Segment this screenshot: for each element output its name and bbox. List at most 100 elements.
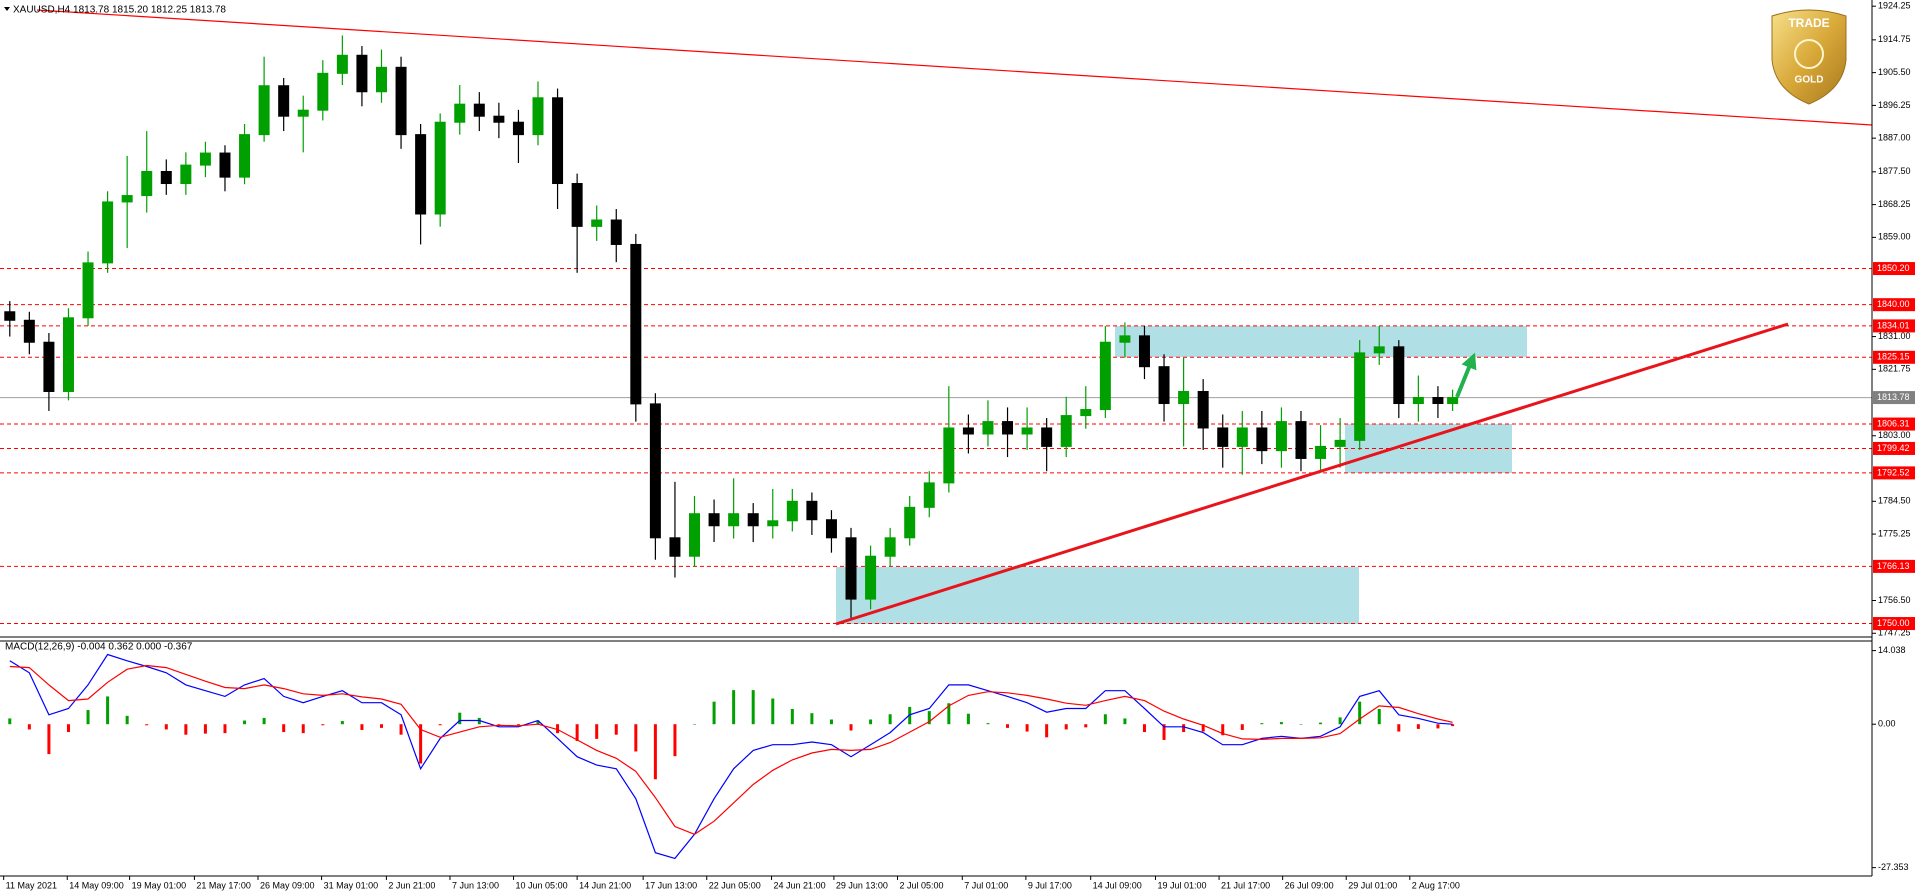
histogram-bar — [595, 724, 599, 739]
histogram-bar — [1084, 724, 1088, 728]
candle-body — [1080, 409, 1092, 417]
histogram-bar — [1319, 722, 1323, 725]
candle-body — [121, 195, 133, 203]
histogram-bar — [1045, 724, 1049, 738]
histogram-bar — [1201, 724, 1205, 732]
candle-body — [786, 500, 798, 522]
candle-body — [82, 262, 94, 319]
x-tick-label: 2 Aug 17:00 — [1412, 880, 1460, 890]
histogram-bar — [419, 724, 423, 764]
x-tick-label: 7 Jun 13:00 — [452, 880, 499, 890]
histogram-bar — [575, 724, 579, 741]
candle-body — [1099, 341, 1111, 411]
candle-body — [434, 121, 446, 215]
histogram-bar — [849, 724, 853, 731]
histogram-bar — [125, 715, 129, 725]
candle-body — [512, 121, 524, 136]
x-tick-label: 2 Jun 21:00 — [388, 880, 435, 890]
histogram-bar — [653, 724, 657, 780]
histogram-bar — [888, 714, 892, 725]
candle-body — [669, 537, 681, 557]
logo: TRADE GOLD — [1771, 9, 1847, 105]
histogram-bar — [1436, 724, 1440, 729]
candle-body — [806, 500, 818, 521]
histogram-bar — [27, 724, 31, 730]
candle-body — [728, 513, 740, 527]
level-label-box — [1873, 298, 1915, 312]
y-tick-label: 1775.25 — [1878, 528, 1911, 538]
arrow — [1455, 352, 1477, 398]
histogram-bar — [1025, 724, 1029, 732]
x-tick-label: 21 Jul 17:00 — [1221, 880, 1270, 890]
zones — [836, 326, 1527, 624]
y-tick-label: 1914.75 — [1878, 34, 1911, 44]
demand-zone — [836, 567, 1359, 624]
candle-body — [689, 513, 701, 557]
candle-body — [1197, 390, 1209, 429]
histogram-bar — [1377, 709, 1381, 725]
candle-body — [1021, 427, 1033, 435]
logo-text: TRADE — [1788, 16, 1829, 30]
candle-body — [845, 537, 857, 600]
level-label-box — [1873, 617, 1915, 631]
histogram-bar — [438, 724, 442, 726]
histogram-bar — [282, 724, 286, 733]
candle-body — [1138, 335, 1150, 368]
histogram-bar — [243, 720, 247, 725]
candle-body — [649, 403, 661, 539]
histogram-bar — [712, 701, 716, 725]
histogram-bar — [1221, 724, 1225, 736]
histogram-bar — [1299, 724, 1303, 725]
indicator-line — [9, 653, 1453, 860]
y-tick-label: 1887.00 — [1878, 133, 1911, 143]
y-tick-label: 1831.00 — [1878, 331, 1911, 341]
candle-body — [297, 109, 309, 117]
candle-body — [1158, 366, 1170, 405]
candle-body — [1217, 427, 1229, 447]
logo-shield — [1771, 9, 1847, 105]
x-tick-label: 14 Jun 21:00 — [579, 880, 631, 890]
candle-body — [141, 170, 153, 197]
histogram-bar — [203, 724, 207, 734]
candle-body — [473, 103, 485, 117]
level-label-box — [1873, 559, 1915, 573]
trendline — [835, 322, 1789, 626]
histogram-bar — [1397, 724, 1401, 732]
y-tick-label: 1877.50 — [1878, 166, 1911, 176]
candle-body — [904, 506, 916, 539]
x-tick-label: 22 Jun 05:00 — [709, 880, 761, 890]
header-toggle — [4, 7, 10, 11]
last-price-label: 1813.78 — [1877, 392, 1910, 402]
histogram-bar — [262, 717, 266, 725]
level-label: 1840.00 — [1877, 299, 1910, 309]
histogram-bar — [321, 724, 325, 726]
candle-body — [943, 427, 955, 484]
y-tick-label: 1896.25 — [1878, 100, 1911, 110]
candle-body — [1373, 346, 1385, 354]
candle-body — [1412, 397, 1424, 405]
candle-body — [552, 97, 564, 185]
y-tick-label: 1747.25 — [1878, 628, 1911, 638]
candle-body — [1295, 421, 1307, 459]
y-tick-label: 1756.50 — [1878, 595, 1911, 605]
x-tick-label: 29 Jul 01:00 — [1348, 880, 1397, 890]
x-tick-label: 31 May 01:00 — [324, 880, 379, 890]
candle-body — [767, 520, 779, 527]
candle-body — [708, 513, 720, 527]
x-tick-label: 17 Jun 13:00 — [645, 880, 697, 890]
histogram-bar — [379, 724, 383, 728]
logo-text: GOLD — [1795, 75, 1824, 86]
histogram-bar — [732, 690, 736, 725]
candle-body — [43, 341, 55, 392]
candle-body — [982, 421, 994, 435]
histogram-bar — [1103, 714, 1107, 725]
level-label: 1766.13 — [1877, 561, 1910, 571]
candle-body — [4, 311, 16, 321]
level-label-box — [1873, 417, 1915, 431]
candle-body — [1393, 346, 1405, 405]
histogram-bar — [1358, 701, 1362, 725]
candle-body — [1275, 421, 1287, 452]
histogram-bar — [145, 724, 149, 726]
